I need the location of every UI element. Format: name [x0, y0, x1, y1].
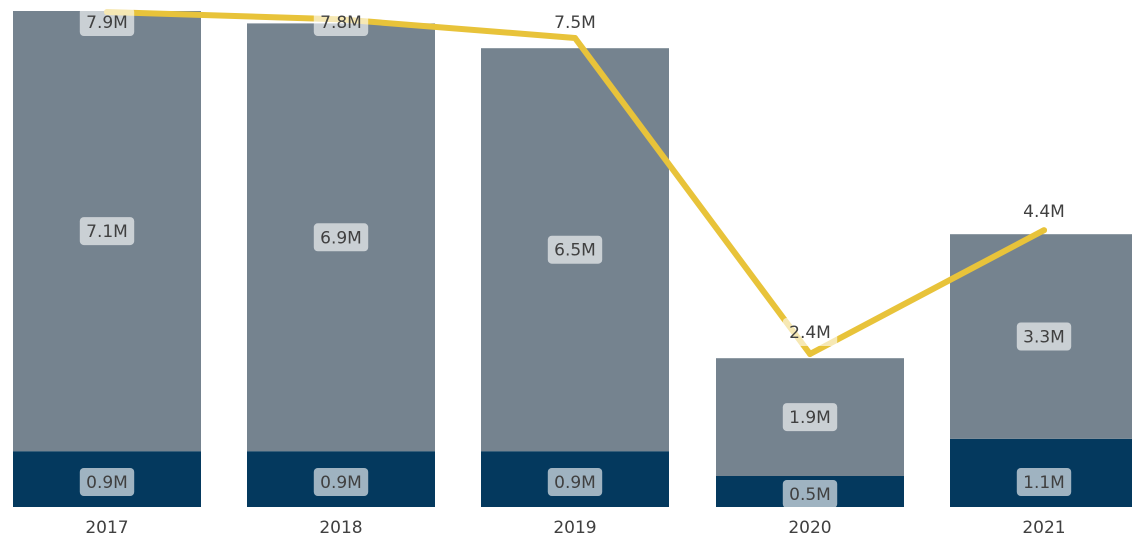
line-label: 7.9M: [79, 8, 135, 36]
data-label-text: 1.1M: [1023, 473, 1065, 493]
x-tick-label: 2018: [319, 518, 362, 536]
data-label-box: [313, 468, 369, 496]
data-label-box: [782, 403, 838, 432]
data-label-text: 0.9M: [320, 473, 362, 493]
bar-label-series-1: 0.9M: [313, 468, 369, 496]
data-label-box: [547, 468, 603, 496]
data-label-box: [1016, 468, 1072, 496]
bar-label-series-2: 3.3M: [1016, 322, 1072, 351]
data-label-box: [782, 480, 838, 508]
data-label-text: 6.9M: [320, 228, 362, 248]
data-label-text: 6.5M: [554, 241, 596, 261]
data-label-box: [79, 468, 135, 496]
data-label-text: 0.9M: [554, 473, 596, 493]
line-point: [572, 35, 578, 41]
bar-label-series-2: 1.9M: [782, 403, 838, 432]
line-point: [1041, 227, 1047, 234]
bar-label-series-1: 1.1M: [1016, 468, 1072, 496]
data-label-text: 0.9M: [86, 473, 128, 493]
data-label-box: [547, 235, 603, 264]
line-labels-layer: 7.9M 7.8M 7.5M 2.4M 4.4M: [79, 8, 1065, 346]
x-tick-label: 2021: [1022, 518, 1065, 536]
x-tick-label: 2019: [553, 518, 596, 536]
bar-label-series-1: 0.9M: [79, 468, 135, 496]
line-label: 7.5M: [554, 13, 596, 33]
data-label-text: 0.5M: [789, 485, 831, 505]
data-label-box: [313, 223, 369, 252]
line-label: 7.8M: [313, 8, 369, 36]
data-label-text: 2.4M: [789, 323, 831, 343]
line-label: 2.4M: [782, 318, 838, 346]
data-label-box: [313, 8, 369, 36]
bar-labels-layer: 0.9M 7.1M 0.9M 6.9M 0.9M 6.5M 0.5M 1.9M 1.1M 3.3M: [79, 217, 1072, 508]
bar-label-series-2: 6.5M: [547, 235, 603, 264]
line-label: 4.4M: [1023, 202, 1065, 222]
bar-label-series-2: 7.1M: [79, 217, 135, 246]
x-tick-label: 2017: [85, 518, 128, 536]
data-label-text: 1.9M: [789, 408, 831, 428]
data-label-text: 7.1M: [86, 222, 128, 242]
bar-label-series-1: 0.5M: [782, 480, 838, 508]
bar-label-series-1: 0.9M: [547, 468, 603, 496]
data-label-box: [782, 318, 838, 346]
data-label-box: [1016, 322, 1072, 351]
data-label-text: 7.8M: [320, 13, 362, 33]
bar-label-series-2: 6.9M: [313, 223, 369, 252]
x-axis: 2017 2018 2019 2020 2021: [85, 518, 1065, 536]
x-tick-label: 2020: [788, 518, 831, 536]
line-point: [807, 351, 813, 357]
data-label-text: 7.9M: [86, 13, 128, 33]
data-label-text: 3.3M: [1023, 328, 1065, 348]
data-label-box: [79, 217, 135, 246]
data-label-box: [79, 8, 135, 36]
